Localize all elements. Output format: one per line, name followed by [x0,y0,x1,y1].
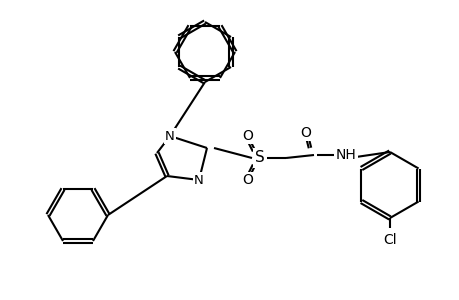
Text: NH: NH [335,148,356,162]
Text: O: O [242,173,253,187]
Text: S: S [255,151,264,166]
Text: N: N [194,173,203,187]
Text: N: N [165,130,174,142]
Text: O: O [300,126,311,140]
Text: Cl: Cl [382,233,396,247]
Text: O: O [242,129,253,143]
